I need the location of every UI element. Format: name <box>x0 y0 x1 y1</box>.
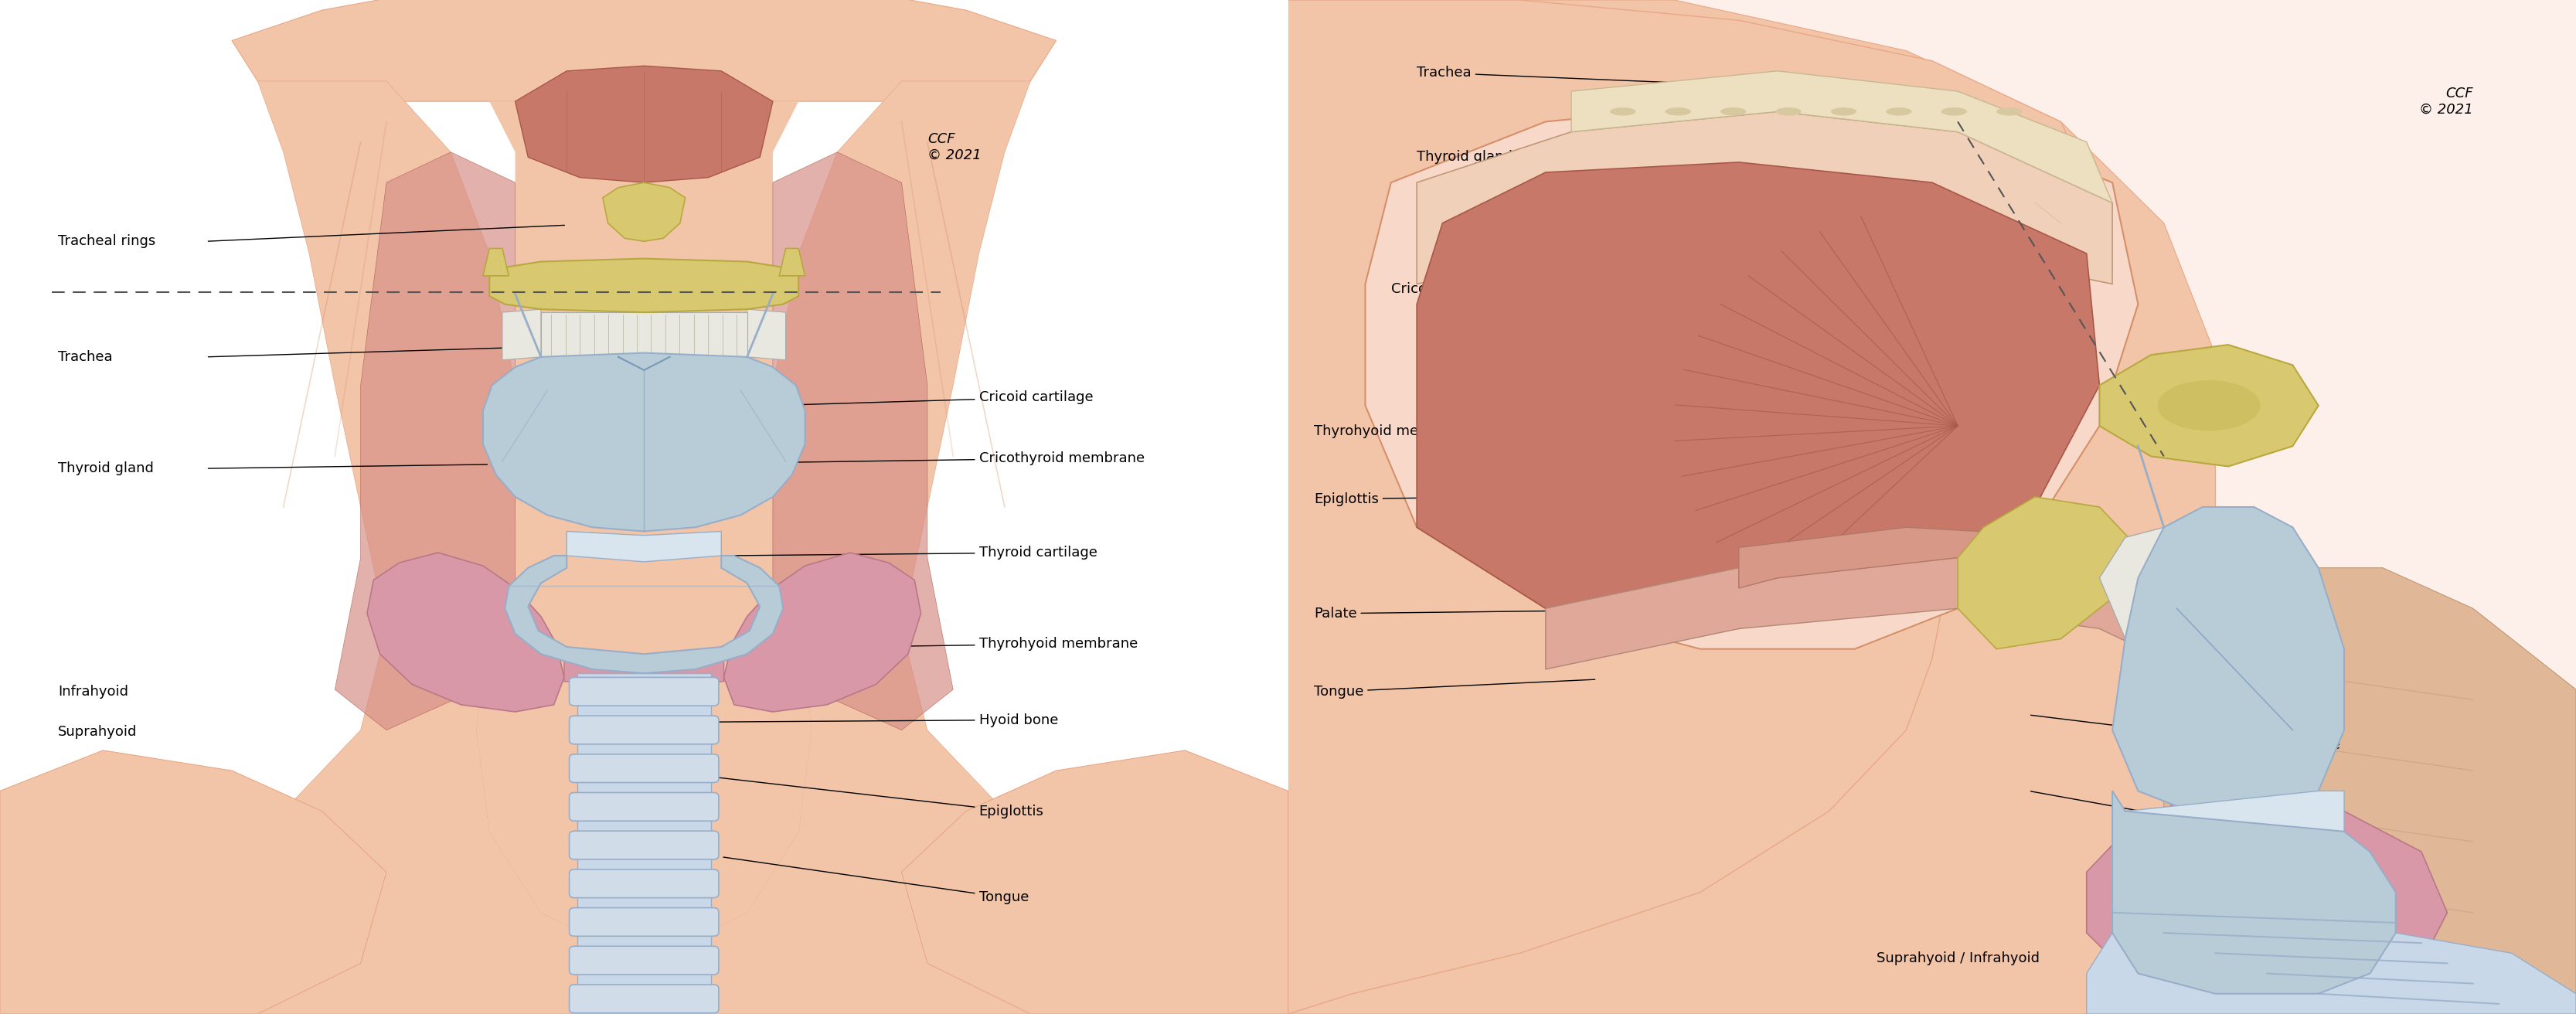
Text: Cricothyroid membrane: Cricothyroid membrane <box>1391 282 1775 299</box>
Polygon shape <box>1288 0 2576 1014</box>
Text: Suprahyoid / Infrahyoid: Suprahyoid / Infrahyoid <box>1875 951 2040 965</box>
Polygon shape <box>1958 497 2138 649</box>
Ellipse shape <box>1886 107 1911 116</box>
Polygon shape <box>1417 112 2112 284</box>
Polygon shape <box>484 353 804 531</box>
Text: Trachea: Trachea <box>1417 66 1929 93</box>
Text: Hyoid bone: Hyoid bone <box>716 713 1059 727</box>
Text: Thyroid gland: Thyroid gland <box>1417 150 1865 172</box>
FancyBboxPatch shape <box>569 754 719 783</box>
Text: Thyroid cartilage: Thyroid cartilage <box>1455 353 1775 367</box>
Text: CCF
© 2021: CCF © 2021 <box>927 132 981 162</box>
Text: Hyoid bone: Hyoid bone <box>2030 621 2295 636</box>
Polygon shape <box>644 81 1288 1014</box>
Text: Genioglossus
muscle: Genioglossus muscle <box>1731 542 1824 573</box>
Polygon shape <box>232 0 1056 101</box>
Text: Cricoid cartilage: Cricoid cartilage <box>703 390 1092 408</box>
Text: Suprahyoid: Suprahyoid <box>57 725 137 739</box>
Polygon shape <box>1288 0 2099 1014</box>
Polygon shape <box>724 553 922 712</box>
Polygon shape <box>2112 507 2344 811</box>
FancyBboxPatch shape <box>569 831 719 860</box>
Polygon shape <box>505 556 783 673</box>
Polygon shape <box>541 312 747 357</box>
Text: Cricothyroid membrane: Cricothyroid membrane <box>716 451 1144 465</box>
Polygon shape <box>515 66 773 183</box>
Polygon shape <box>902 750 1288 1014</box>
FancyBboxPatch shape <box>569 869 719 897</box>
Text: Thyrohyoid membrane: Thyrohyoid membrane <box>1314 424 1698 441</box>
Ellipse shape <box>1775 107 1801 116</box>
FancyBboxPatch shape <box>569 908 719 936</box>
Polygon shape <box>1546 558 2164 669</box>
Text: Tracheal rings: Tracheal rings <box>57 234 155 248</box>
Polygon shape <box>477 101 811 963</box>
Text: Thyroid gland: Thyroid gland <box>57 461 155 476</box>
Polygon shape <box>1288 0 2576 1014</box>
Text: Trachea: Trachea <box>57 350 113 364</box>
FancyBboxPatch shape <box>569 677 719 706</box>
FancyBboxPatch shape <box>569 946 719 974</box>
Text: Infrahyoid: Infrahyoid <box>57 684 129 699</box>
Ellipse shape <box>2159 380 2262 431</box>
Polygon shape <box>577 673 711 1004</box>
Ellipse shape <box>1996 107 2022 116</box>
Polygon shape <box>2099 527 2190 659</box>
Text: Geniohyoid muscle: Geniohyoid muscle <box>2030 791 2349 844</box>
Text: Tongue: Tongue <box>1314 679 1595 699</box>
Polygon shape <box>368 553 564 712</box>
Polygon shape <box>502 309 541 360</box>
Polygon shape <box>564 657 724 687</box>
Polygon shape <box>567 531 721 562</box>
Ellipse shape <box>1664 107 1690 116</box>
Polygon shape <box>1571 71 2112 203</box>
Text: Thyrohyoid membrane: Thyrohyoid membrane <box>716 637 1139 651</box>
Polygon shape <box>603 183 685 241</box>
Polygon shape <box>0 750 386 1014</box>
Polygon shape <box>1365 101 2138 649</box>
Polygon shape <box>1739 527 2164 608</box>
Text: Thyroid cartilage: Thyroid cartilage <box>729 546 1097 560</box>
Text: Epiglottis: Epiglottis <box>1314 492 1672 506</box>
Polygon shape <box>2087 791 2447 1004</box>
Polygon shape <box>489 259 799 312</box>
Ellipse shape <box>1832 107 1857 116</box>
Ellipse shape <box>1610 107 1636 116</box>
Polygon shape <box>1417 162 2099 629</box>
Polygon shape <box>2099 345 2318 466</box>
FancyBboxPatch shape <box>569 716 719 744</box>
Text: Mylohyoid muscle: Mylohyoid muscle <box>2030 715 2342 752</box>
Polygon shape <box>2112 791 2396 994</box>
Polygon shape <box>0 81 644 1014</box>
Text: Cricoid cartilage: Cricoid cartilage <box>1417 218 1801 235</box>
Ellipse shape <box>1721 107 1747 116</box>
Polygon shape <box>2125 791 2344 872</box>
FancyBboxPatch shape <box>569 793 719 821</box>
Polygon shape <box>484 248 510 276</box>
FancyBboxPatch shape <box>569 985 719 1013</box>
Polygon shape <box>747 309 786 360</box>
Polygon shape <box>773 152 953 730</box>
Ellipse shape <box>1942 107 1968 116</box>
Text: CCF
© 2021: CCF © 2021 <box>2419 86 2473 117</box>
Polygon shape <box>335 152 515 730</box>
Polygon shape <box>2087 872 2576 1014</box>
Text: Palate: Palate <box>1314 606 1595 621</box>
Polygon shape <box>2164 568 2576 1014</box>
Polygon shape <box>778 248 804 276</box>
Text: Epiglottis: Epiglottis <box>703 776 1043 818</box>
Text: Tongue: Tongue <box>724 857 1028 904</box>
